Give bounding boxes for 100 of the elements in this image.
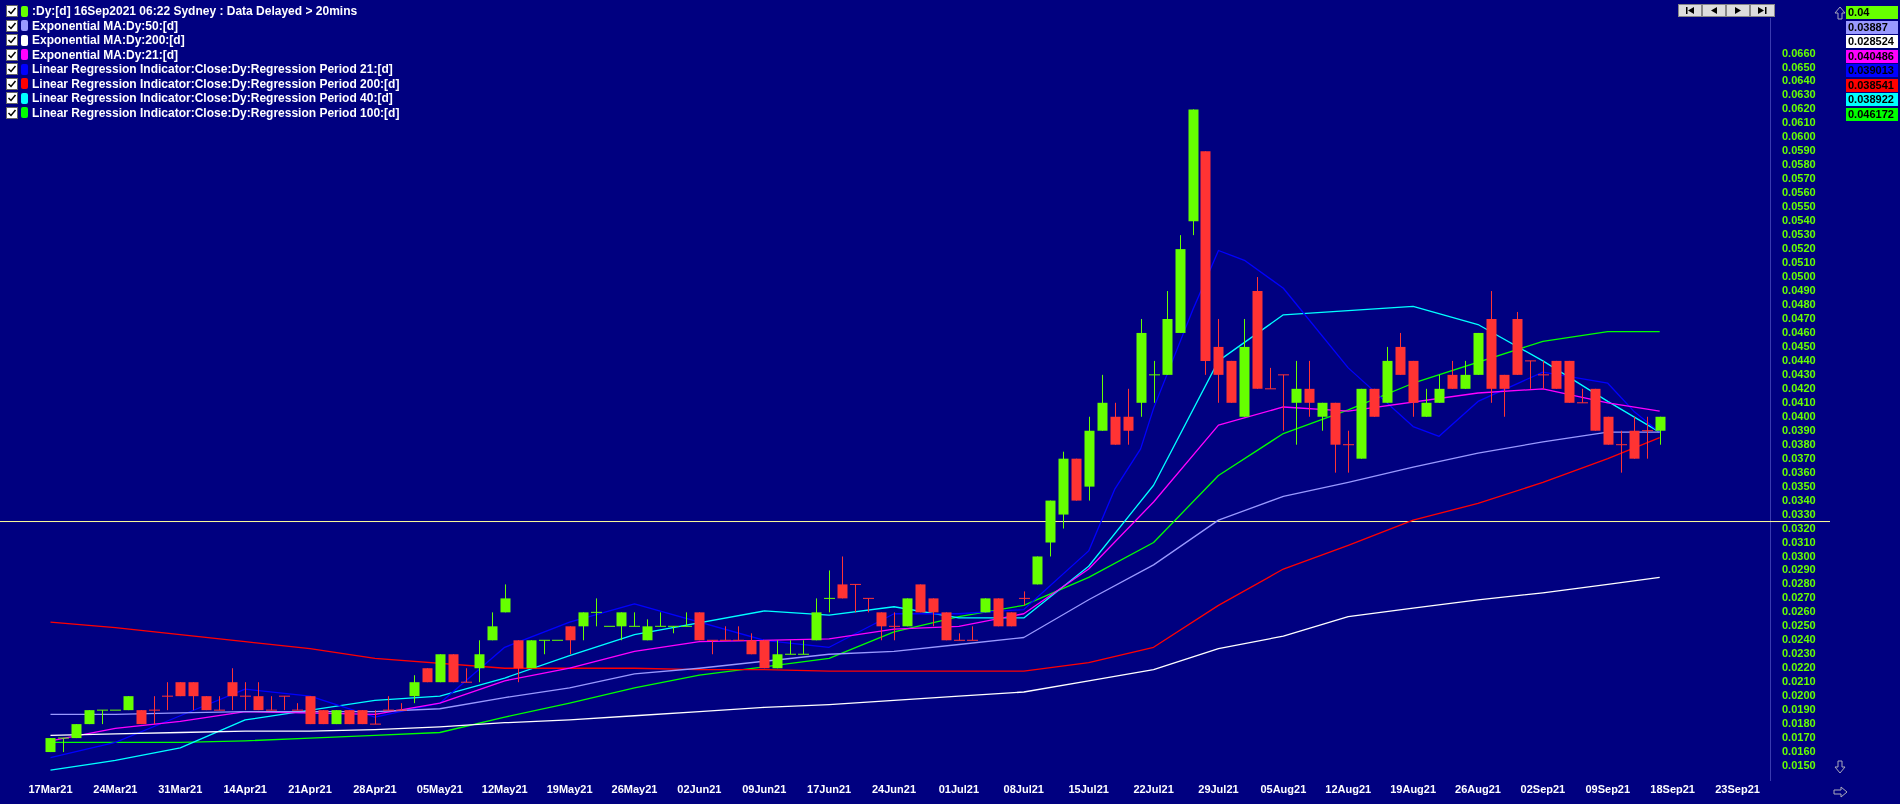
text: 0.038922 (1846, 93, 1898, 106)
candlestick (253, 681, 264, 711)
y-tick-label: 0.0340 (1782, 493, 1816, 506)
candlestick (732, 625, 745, 641)
candlestick (1499, 374, 1510, 418)
y-tick-label: 0.0290 (1782, 563, 1816, 576)
x-tick-label: 12Aug21 (1325, 782, 1372, 795)
y-tick-label: 0.0360 (1782, 465, 1816, 478)
text: 0.038541 (1846, 78, 1898, 92)
y-tick-label: 0.0500 (1782, 270, 1816, 283)
y-tick-label: 0.0610 (1782, 116, 1816, 129)
y-tick-label: 0.0640 (1782, 74, 1816, 87)
text: 0.046172 (1846, 107, 1898, 121)
y-tick-label: 0.0580 (1782, 158, 1816, 171)
candlestick (213, 695, 226, 711)
candlestick (680, 611, 693, 627)
candlestick (719, 625, 732, 641)
legend-label: Linear Regression Indicator:Close:Dy:Regression Period 100:[d] (32, 105, 400, 120)
candlestick (265, 695, 278, 711)
text: 0.040486 (1846, 49, 1898, 63)
x-tick-label: 09Jun21 (742, 782, 787, 795)
candlestick (1434, 374, 1445, 404)
y-tick-label: 0.0300 (1782, 549, 1816, 562)
candlestick (1460, 360, 1471, 390)
candlestick (1123, 388, 1134, 446)
candlestick (474, 639, 485, 683)
candlestick (1615, 430, 1628, 474)
y-tick-label: 0.0560 (1782, 186, 1816, 199)
candlestick (1277, 374, 1290, 432)
candlestick (928, 597, 939, 627)
y-tick-label: 0.0510 (1782, 256, 1816, 269)
legend-label: Linear Regression Indicator:Close:Dy:Regression Period 40:[d] (32, 91, 393, 106)
y-tick-label: 0.0220 (1782, 661, 1816, 674)
x-tick-label: 12May21 (481, 782, 528, 795)
x-tick-label: 31Mar21 (158, 782, 203, 795)
x-tick-label: 17Mar21 (28, 782, 73, 795)
legend-label: Exponential MA:Dy:50:[d] (32, 18, 179, 33)
candlestick (382, 695, 395, 711)
candlestick (1641, 416, 1654, 460)
candlestick (1148, 360, 1161, 404)
x-tick-label: 19May21 (546, 782, 593, 795)
y-tick-label: 0.0550 (1782, 200, 1816, 213)
candlestick (57, 737, 70, 753)
x-tick-label: 14Apr21 (223, 782, 267, 795)
y-tick-label: 0.0440 (1782, 353, 1816, 366)
y-tick-label: 0.0150 (1782, 759, 1816, 772)
candlestick (1576, 388, 1589, 404)
candlestick (239, 681, 252, 711)
candlestick (538, 639, 551, 655)
y-tick-label: 0.0590 (1782, 144, 1816, 157)
candlestick (1524, 360, 1537, 390)
x-tick-label: 26May21 (611, 782, 658, 795)
candlestick (278, 695, 291, 711)
y-tick-label: 0.0230 (1782, 647, 1816, 660)
text: 0.039013 (1846, 64, 1898, 77)
candlestick (837, 555, 848, 599)
x-tick-label: 15Jul21 (1068, 782, 1109, 795)
candlestick (876, 611, 887, 641)
text: 0.03887 (1846, 20, 1898, 34)
y-tick-label: 0.0470 (1782, 312, 1816, 324)
candlestick (616, 611, 627, 641)
x-tick-label: 05Aug21 (1260, 782, 1307, 795)
x-tick-label: 08Jul21 (1003, 782, 1044, 795)
candlestick (1264, 367, 1277, 390)
x-tick-label: 05May21 (416, 782, 463, 795)
candlestick (1342, 430, 1355, 474)
candlestick (628, 611, 641, 627)
text: 0.028524 (1846, 35, 1898, 48)
y-tick-label: 0.0480 (1782, 298, 1816, 311)
legend-label: Linear Regression Indicator:Close:Dy:Regression Period 200:[d] (32, 76, 400, 91)
candlestick (188, 681, 199, 711)
x-tick-label: 17Jun21 (807, 782, 852, 795)
y-tick-label: 0.0390 (1782, 423, 1816, 436)
x-tick-label: 19Aug21 (1390, 782, 1437, 795)
candlestick (148, 695, 161, 725)
y-tick-label: 0.0160 (1782, 745, 1816, 758)
chart-title: :Dy:[d] 16Sep2021 06:22 Sydney : Data Delayed > 20mins (32, 4, 358, 19)
legend-label: Exponential MA:Dy:21:[d] (32, 47, 179, 62)
candlestick (1018, 590, 1031, 606)
y-tick-label: 0.0310 (1782, 535, 1816, 548)
y-tick-label: 0.0650 (1782, 60, 1816, 73)
candlestick (590, 597, 603, 627)
y-tick-label: 0.0370 (1782, 451, 1816, 464)
candlestick (1421, 388, 1432, 418)
y-tick-label: 0.0490 (1782, 284, 1816, 297)
y-tick-label: 0.0460 (1782, 325, 1816, 338)
candlestick (1317, 402, 1328, 432)
x-tick-label: 22Jul21 (1133, 782, 1174, 795)
candlestick (797, 639, 810, 655)
y-tick-label: 0.0540 (1782, 214, 1816, 227)
legend-label: Exponential MA:Dy:200:[d] (32, 33, 185, 48)
x-tick-label: 23Sep21 (1715, 782, 1760, 795)
y-tick-label: 0.0170 (1782, 731, 1816, 744)
candlestick (1655, 416, 1666, 446)
candlestick (565, 625, 576, 655)
y-tick-label: 0.0270 (1782, 591, 1816, 604)
candlestick (487, 611, 498, 641)
y-tick-label: 0.0260 (1782, 605, 1816, 618)
y-tick-label: 0.0200 (1782, 689, 1816, 702)
y-tick-label: 0.0570 (1782, 172, 1816, 185)
